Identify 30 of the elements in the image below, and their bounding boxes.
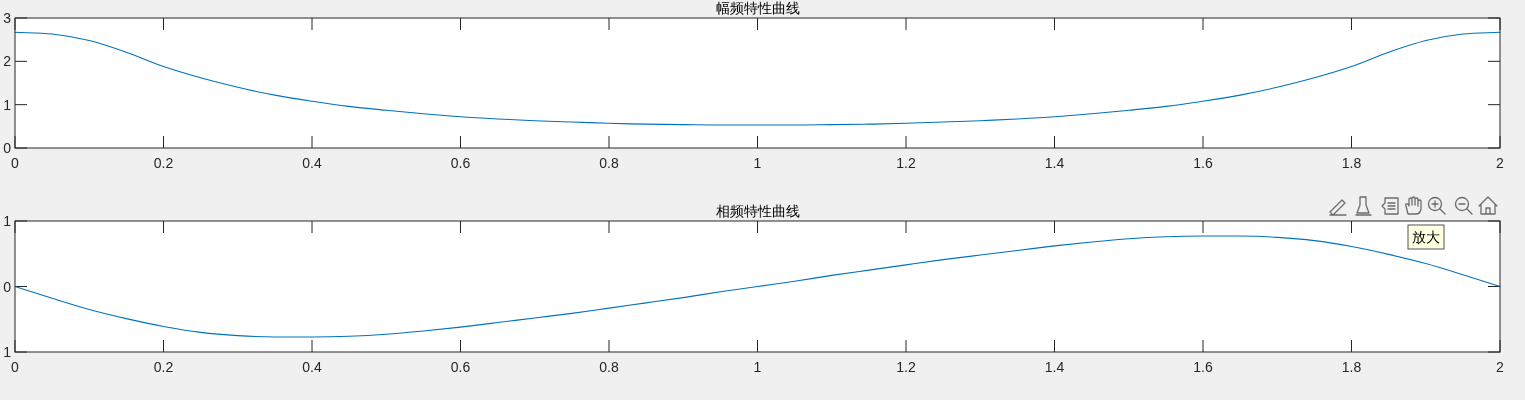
- x-tick-label: 2: [1496, 359, 1505, 375]
- x-tick-label: 0.4: [302, 359, 322, 375]
- annotation: 放大: [1412, 229, 1440, 245]
- x-tick-label: 1.4: [1044, 359, 1065, 375]
- x-tick-label: 0.8: [599, 155, 619, 171]
- x-tick-label: 0.2: [153, 155, 174, 171]
- y-tick-label: 1: [3, 213, 12, 229]
- x-tick-label: 1.6: [1193, 359, 1213, 375]
- x-tick-label: 0.6: [450, 359, 471, 375]
- x-tick-label: 0.6: [450, 155, 471, 171]
- y-tick-label: 0: [3, 278, 12, 295]
- x-tick-label: 1: [753, 155, 762, 171]
- y-tick-label: 2: [3, 53, 12, 70]
- chart-title: 幅频特性曲线: [715, 0, 800, 16]
- x-tick-label: 0.8: [599, 359, 619, 375]
- x-tick-label: 1.2: [896, 155, 916, 171]
- chart-title: 相频特性曲线: [715, 203, 800, 219]
- x-tick-label: 1.6: [1193, 155, 1213, 171]
- x-tick-label: 1: [753, 359, 762, 375]
- y-tick-label: 1: [3, 344, 12, 360]
- y-tick-label: 3: [3, 10, 12, 26]
- x-tick-label: 1.8: [1341, 155, 1362, 171]
- x-tick-label: 2: [1496, 155, 1505, 171]
- x-tick-label: 0.4: [302, 155, 322, 171]
- x-tick-label: 1.4: [1044, 155, 1065, 171]
- x-tick-label: 0.2: [153, 359, 174, 375]
- x-tick-label: 1.8: [1341, 359, 1362, 375]
- x-tick-label: 1.2: [896, 359, 916, 375]
- y-tick-label: 0: [3, 140, 12, 156]
- y-tick-label: 1: [3, 96, 12, 113]
